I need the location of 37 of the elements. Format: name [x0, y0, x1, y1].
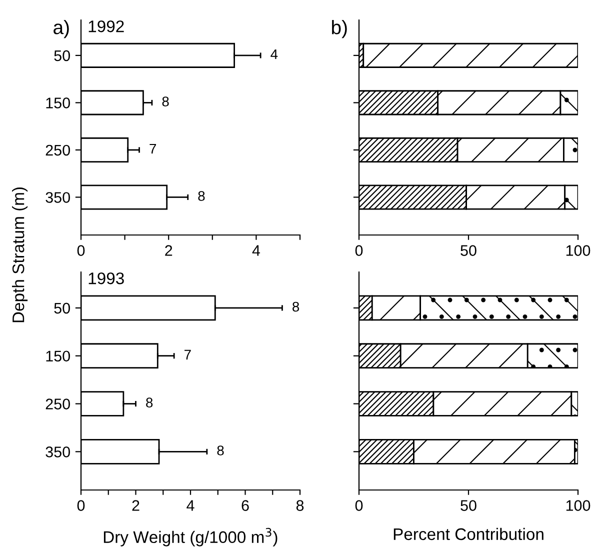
x-tick-label: 4 — [252, 245, 260, 256]
x-tick-label: 6 — [242, 500, 249, 511]
annotation: 8 — [146, 398, 153, 408]
x-tick-label: 100 — [566, 500, 590, 511]
x-tick-label: 0 — [355, 500, 363, 511]
x-tick-label: 2 — [165, 245, 172, 256]
y-tick-label: 150 — [46, 350, 70, 362]
annotation: 8 — [217, 446, 224, 456]
x-tick-label: 8 — [296, 500, 304, 511]
y-tick-label: 50 — [54, 302, 70, 314]
annotation: 4 — [270, 49, 278, 60]
y-tick-label: 250 — [46, 144, 70, 156]
y-tick-label: 350 — [46, 446, 70, 458]
x-tick-label: 2 — [132, 500, 140, 511]
annotation: 7 — [184, 350, 191, 360]
text: a) — [54, 20, 69, 38]
y-axis-title: Depth Stratum (m) — [12, 187, 28, 322]
y-tick-label: 250 — [46, 398, 70, 410]
x-tick-label: 100 — [566, 245, 590, 256]
text: b) — [332, 20, 347, 38]
y-tick-label: 150 — [46, 98, 70, 108]
chart-title: 1992 — [88, 20, 124, 32]
x-tick-label: 0 — [77, 500, 85, 511]
x-axis-title: Dry Weight (g/1000 m$^{3}$) — [104, 528, 278, 546]
x-tick-label: 50 — [460, 245, 476, 256]
annotation: 8 — [292, 302, 300, 312]
annotation: 8 — [198, 191, 205, 201]
x-tick-label: 4 — [186, 500, 194, 511]
x-axis-title: Percent Contribution — [394, 528, 544, 540]
x-tick-label: 50 — [460, 500, 476, 511]
x-tick-label: 0 — [77, 245, 85, 256]
x-tick-label: 0 — [355, 245, 363, 256]
y-tick-label: 350 — [46, 192, 70, 203]
chart-title: 1993 — [88, 272, 124, 284]
annotation: 8 — [162, 96, 169, 106]
y-tick-label: 50 — [54, 50, 70, 62]
annotation: 7 — [150, 144, 156, 154]
